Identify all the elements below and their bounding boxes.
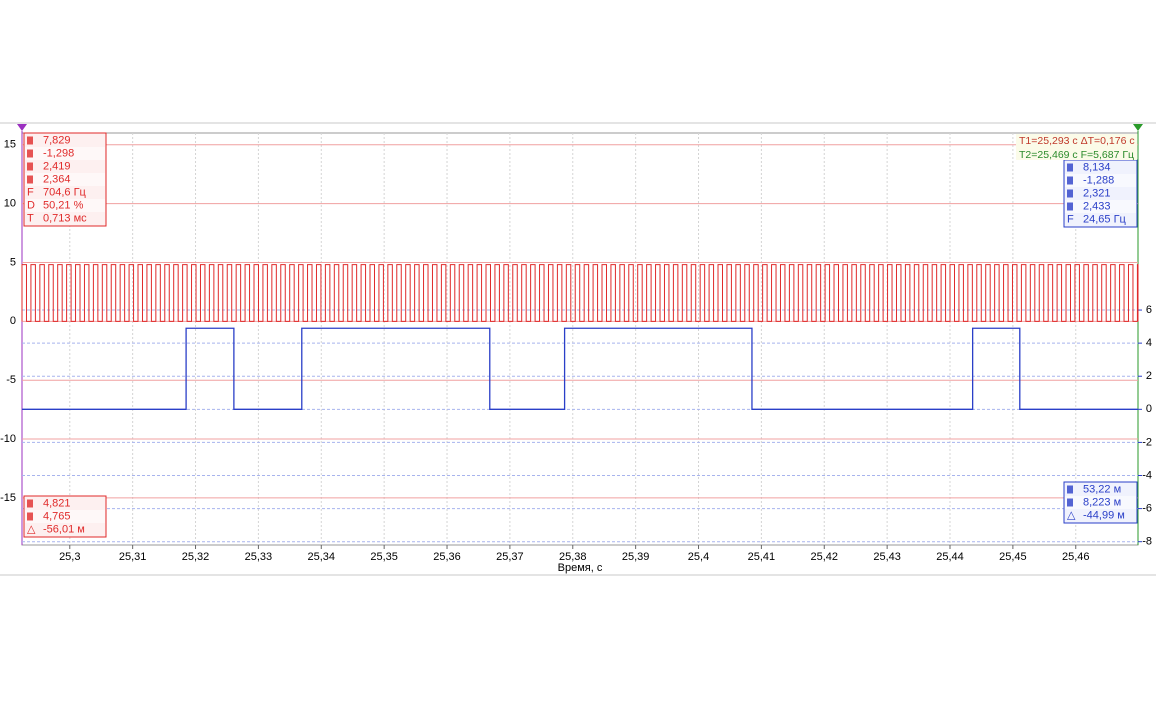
row-icon [1067, 189, 1073, 198]
row-value: 704,6 Гц [43, 186, 87, 198]
row-symbol: △ [27, 523, 36, 535]
grid: 25,3 25,31 25,32 25,33 25,34 25,35 25,36 25,37 2… [0, 133, 1152, 563]
x-tick-label: 25,36 [433, 551, 461, 563]
cursor-2-marker[interactable] [1133, 124, 1143, 131]
row-band [1065, 200, 1136, 213]
x-tick-label: 25,38 [559, 551, 587, 563]
y-tick-label: -5 [6, 374, 16, 386]
row-icon [1067, 498, 1073, 507]
y-tick-label: 15 [4, 139, 16, 151]
x-tick-label: 25,31 [119, 551, 147, 563]
row-icon [1067, 485, 1073, 494]
row-value: 2,364 [43, 173, 71, 185]
row-band [25, 199, 105, 212]
row-symbol: T [27, 212, 34, 224]
row-value: 4,821 [43, 497, 71, 509]
traces [21, 264, 1139, 410]
row-symbol: F [27, 186, 34, 198]
row-value: 53,22 м [1083, 483, 1121, 495]
x-tick-label: 25,43 [873, 551, 901, 563]
row-band [25, 147, 105, 160]
x-axis-label: Время, с [558, 562, 603, 574]
row-band [1065, 174, 1136, 187]
row-value: 50,21 % [43, 199, 84, 211]
y2-tick-label: 6 [1146, 304, 1152, 316]
y2-tick-label: 2 [1146, 370, 1152, 382]
row-value: 0,713 мс [43, 212, 87, 224]
x-tick-label: 25,35 [370, 551, 398, 563]
row-value: -56,01 м [43, 523, 85, 535]
x-tick-label: 25,37 [496, 551, 524, 563]
row-value: 24,65 Гц [1083, 213, 1127, 225]
row-value: -44,99 м [1083, 509, 1125, 521]
row-band [25, 173, 105, 186]
row-icon [1067, 202, 1073, 211]
row-icon [27, 175, 33, 184]
channel-b-trace [22, 327, 1138, 410]
x-tick-label: 25,46 [1062, 551, 1090, 563]
row-symbol: D [27, 199, 35, 211]
row-symbol: F [1067, 213, 1074, 225]
row-value: 2,321 [1083, 187, 1111, 199]
cursor-info: T1=25,293 с ΔT=0,176 с [1019, 135, 1135, 147]
y-tick-label: -10 [0, 433, 16, 445]
y2-tick-label: -8 [1142, 536, 1152, 548]
row-icon [27, 499, 33, 508]
x-tick-label: 25,3 [59, 551, 80, 563]
x-tick-label: 25,42 [810, 551, 838, 563]
x-tick-label: 25,4 [688, 551, 709, 563]
x-tick-label: 25,44 [936, 551, 964, 563]
row-value: 7,829 [43, 134, 71, 146]
row-value: -1,288 [1083, 174, 1114, 186]
y-tick-label: 5 [10, 256, 16, 268]
y2-tick-label: 0 [1146, 403, 1152, 415]
row-value: 2,433 [1083, 200, 1111, 212]
row-band [25, 510, 105, 523]
cursor-info: T2=25,469 с F=5,687 Гц [1019, 149, 1134, 161]
row-icon [27, 512, 33, 521]
row-value: 8,223 м [1083, 496, 1121, 508]
x-tick-label: 25,33 [245, 551, 273, 563]
y2-tick-label: -4 [1142, 469, 1152, 481]
cursor-info-bg [1016, 134, 1137, 160]
row-value: 8,134 [1083, 161, 1111, 173]
y-tick-label: -15 [0, 492, 16, 504]
y-tick-label: 0 [10, 315, 16, 327]
x-tick-label: 25,34 [308, 551, 336, 563]
row-value: -1,298 [43, 147, 74, 159]
row-value: 2,419 [43, 160, 71, 172]
x-tick-label: 25,39 [622, 551, 650, 563]
y2-tick-label: -6 [1142, 503, 1152, 515]
x-tick-label: 25,41 [748, 551, 776, 563]
row-icon [1067, 176, 1073, 185]
plot-area [21, 132, 1139, 546]
row-symbol: △ [1067, 509, 1076, 521]
channel-a-trace [21, 264, 1139, 322]
y2-tick-label: 4 [1146, 337, 1152, 349]
row-icon [1067, 163, 1073, 172]
row-icon [27, 162, 33, 171]
cursor-1-marker[interactable] [17, 124, 27, 131]
row-value: 4,765 [43, 510, 71, 522]
row-icon [27, 149, 33, 158]
x-tick-label: 25,32 [182, 551, 210, 563]
x-tick-label: 25,45 [999, 551, 1027, 563]
row-icon [27, 136, 33, 145]
y-tick-label: 10 [4, 198, 16, 210]
y2-tick-label: -2 [1142, 436, 1152, 448]
row-band [1065, 496, 1136, 509]
